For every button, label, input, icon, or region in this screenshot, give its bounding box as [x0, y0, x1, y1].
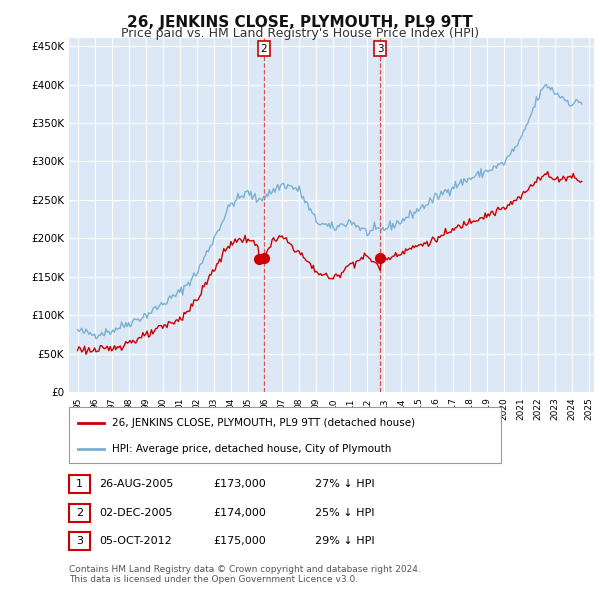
- Text: 26, JENKINS CLOSE, PLYMOUTH, PL9 9TT: 26, JENKINS CLOSE, PLYMOUTH, PL9 9TT: [127, 15, 473, 30]
- Text: 29% ↓ HPI: 29% ↓ HPI: [315, 536, 374, 546]
- Text: £174,000: £174,000: [213, 508, 266, 518]
- Text: 1: 1: [76, 480, 83, 490]
- Text: 26-AUG-2005: 26-AUG-2005: [99, 480, 173, 490]
- Text: 05-OCT-2012: 05-OCT-2012: [99, 536, 172, 546]
- Text: 2: 2: [76, 508, 83, 518]
- Text: £175,000: £175,000: [213, 536, 266, 546]
- Text: £173,000: £173,000: [213, 480, 266, 490]
- Text: HPI: Average price, detached house, City of Plymouth: HPI: Average price, detached house, City…: [112, 444, 392, 454]
- Text: 27% ↓ HPI: 27% ↓ HPI: [315, 480, 374, 490]
- Text: 2: 2: [260, 44, 267, 54]
- Text: Contains HM Land Registry data © Crown copyright and database right 2024.
This d: Contains HM Land Registry data © Crown c…: [69, 565, 421, 584]
- Text: 25% ↓ HPI: 25% ↓ HPI: [315, 508, 374, 518]
- Text: 02-DEC-2005: 02-DEC-2005: [99, 508, 173, 518]
- Text: 3: 3: [377, 44, 383, 54]
- Text: Price paid vs. HM Land Registry's House Price Index (HPI): Price paid vs. HM Land Registry's House …: [121, 27, 479, 40]
- Text: 3: 3: [76, 536, 83, 546]
- Text: 26, JENKINS CLOSE, PLYMOUTH, PL9 9TT (detached house): 26, JENKINS CLOSE, PLYMOUTH, PL9 9TT (de…: [112, 418, 415, 428]
